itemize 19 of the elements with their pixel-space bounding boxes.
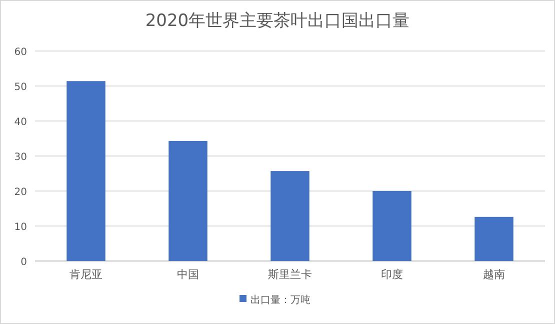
y-tick-label: 50 <box>14 82 27 93</box>
bar <box>270 171 310 261</box>
chart-title: 2020年世界主要茶叶出口国出口量 <box>145 11 410 31</box>
bar <box>372 191 412 261</box>
y-tick-label: 60 <box>14 47 27 58</box>
legend-label: 出口量：万吨 <box>250 294 310 306</box>
y-tick-label: 10 <box>14 222 27 233</box>
bar <box>474 216 514 261</box>
x-tick-label: 印度 <box>381 268 403 281</box>
y-tick-label: 0 <box>20 257 27 268</box>
x-tick-label: 中国 <box>177 268 199 281</box>
y-tick-label: 30 <box>14 152 27 163</box>
x-tick-label: 肯尼亚 <box>70 268 102 281</box>
y-tick-label: 20 <box>14 187 27 198</box>
y-tick-label: 40 <box>14 117 27 128</box>
bar <box>66 81 106 261</box>
x-tick-label: 越南 <box>483 268 505 281</box>
x-tick-label: 斯里兰卡 <box>268 268 312 281</box>
bar <box>168 140 208 261</box>
